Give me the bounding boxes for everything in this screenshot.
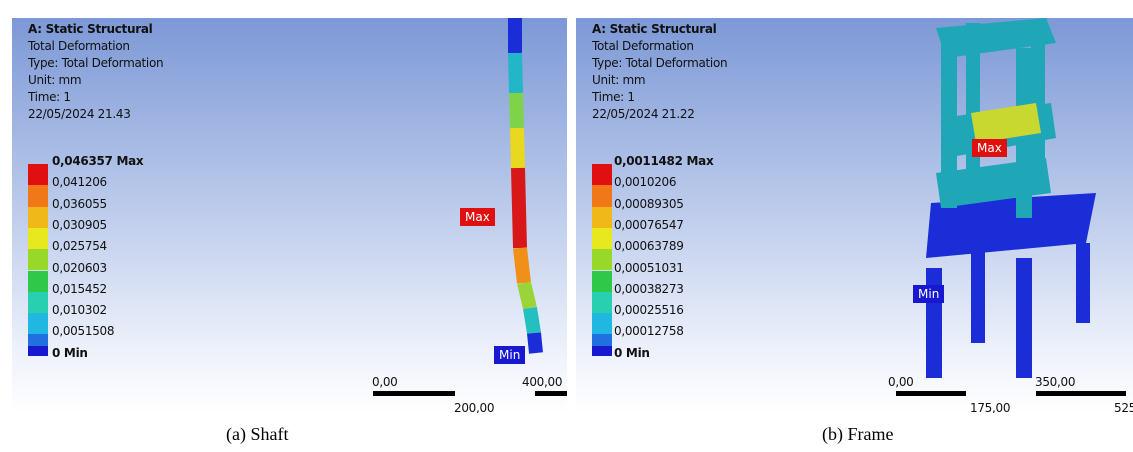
- caption: (a) Shaft: [226, 424, 288, 445]
- legend-swatch: [592, 313, 612, 334]
- scale-bar: [896, 391, 966, 396]
- legend-label: 0,046357 Max: [52, 154, 143, 168]
- legend-swatch: [592, 271, 612, 292]
- scale-bar: [1036, 391, 1126, 396]
- legend-label: 0,00012758: [614, 324, 684, 338]
- legend-swatch: [592, 164, 612, 185]
- header-line: 22/05/2024 21.43: [28, 107, 131, 121]
- probe-label: Max: [972, 139, 1007, 157]
- shaft-panel: A: Static Structural Total Deformation Typ…: [12, 18, 567, 413]
- legend-label: 0,025754: [52, 239, 107, 253]
- scale-label: 200,00: [454, 401, 494, 413]
- header-line: Unit: mm: [28, 73, 81, 87]
- caption: (b) Frame: [822, 424, 893, 445]
- header-line: Type: Total Deformation: [28, 56, 163, 70]
- header-line: Time: 1: [592, 90, 635, 104]
- legend-label: 0 Min: [614, 346, 650, 360]
- header-line: Total Deformation: [592, 39, 694, 53]
- header-line: 22/05/2024 21.22: [592, 107, 695, 121]
- legend-label: 0,00038273: [614, 282, 684, 296]
- scale-label: 525,00: [1114, 401, 1133, 413]
- scale-label: 0,00: [372, 375, 398, 389]
- legend-swatch: [592, 207, 612, 228]
- legend-label: 0,0011482 Max: [614, 154, 713, 168]
- legend-swatch: [28, 228, 48, 249]
- legend-label: 0,036055: [52, 197, 107, 211]
- legend-label: 0,00051031: [614, 261, 684, 275]
- legend-swatch: [28, 313, 48, 334]
- scale-label: 350,00: [1035, 375, 1075, 389]
- legend-label: 0,010302: [52, 303, 107, 317]
- header-line: A: Static Structural: [592, 22, 716, 36]
- header-line: Time: 1: [28, 90, 71, 104]
- probe-label: Max: [460, 208, 495, 226]
- legend-swatch: [28, 271, 48, 292]
- legend-swatch: [592, 346, 612, 356]
- legend-swatch: [28, 249, 48, 270]
- header-line: Type: Total Deformation: [592, 56, 727, 70]
- scale-bar: [373, 391, 455, 396]
- legend-label: 0,00025516: [614, 303, 684, 317]
- scale-label: 400,00: [522, 375, 562, 389]
- legend-label: 0,020603: [52, 261, 107, 275]
- probe-label: Min: [913, 285, 944, 303]
- legend-label: 0 Min: [52, 346, 88, 360]
- legend-swatch: [28, 292, 48, 313]
- legend-label: 0,0010206: [614, 175, 676, 189]
- header-line: A: Static Structural: [28, 22, 152, 36]
- frame-panel: A: Static Structural Total Deformation Typ…: [576, 18, 1133, 413]
- legend-swatch: [28, 164, 48, 185]
- legend-label: 0,00063789: [614, 239, 684, 253]
- legend-label: 0,00089305: [614, 197, 684, 211]
- legend-label: 0,00076547: [614, 218, 684, 232]
- legend-swatch: [28, 185, 48, 206]
- legend-label: 0,041206: [52, 175, 107, 189]
- legend-swatch: [592, 292, 612, 313]
- scale-label: 175,00: [970, 401, 1010, 413]
- legend-label: 0,0051508: [52, 324, 114, 338]
- probe-label: Min: [494, 346, 525, 364]
- legend-swatch: [28, 207, 48, 228]
- legend-swatch: [592, 185, 612, 206]
- frame-model: [576, 18, 1133, 413]
- legend-swatch: [28, 346, 48, 356]
- scale-bar: [535, 391, 567, 396]
- header-line: Total Deformation: [28, 39, 130, 53]
- figure: A: Static Structural Total Deformation Typ…: [0, 0, 1133, 452]
- legend-swatch: [592, 249, 612, 270]
- header-line: Unit: mm: [592, 73, 645, 87]
- legend-swatch: [592, 228, 612, 249]
- legend-label: 0,015452: [52, 282, 107, 296]
- scale-label: 0,00: [888, 375, 914, 389]
- legend-label: 0,030905: [52, 218, 107, 232]
